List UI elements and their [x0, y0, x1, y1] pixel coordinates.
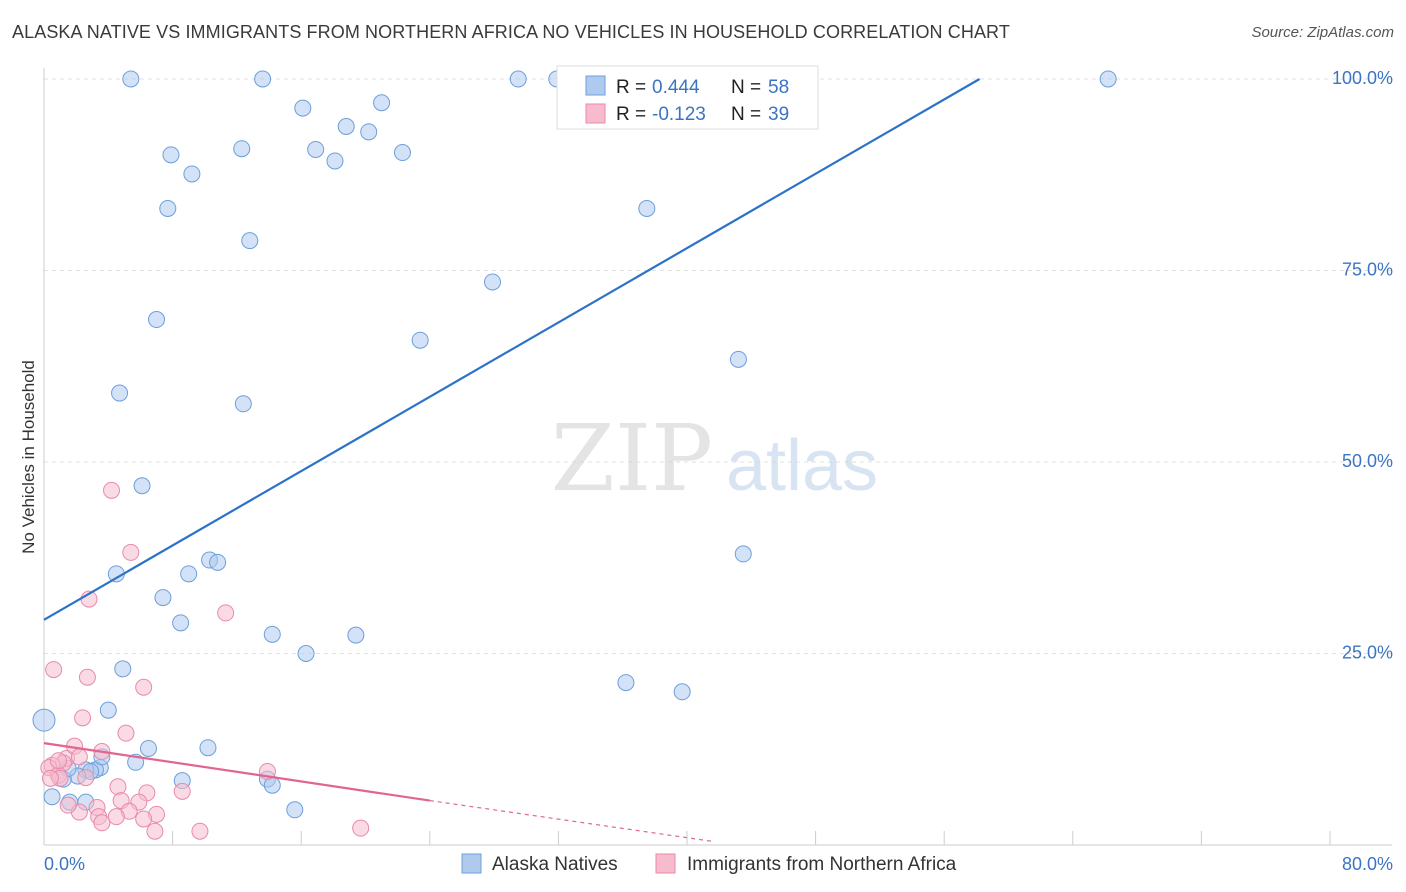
alaska-natives-point: [148, 311, 166, 329]
northern-africa-point: [146, 822, 164, 840]
alaska-natives-point: [411, 331, 429, 349]
alaska-natives-point: [114, 660, 132, 678]
alaska-natives-point: [180, 565, 198, 583]
northern-africa-point: [45, 661, 63, 679]
y-tick-label: 50.0%: [1342, 451, 1393, 471]
northern-africa-point: [70, 748, 88, 766]
stats-n-value-pink: 39: [768, 104, 789, 125]
axis-layer: [43, 68, 1392, 846]
alaska-natives-point: [99, 701, 117, 719]
alaska-natives-point: [122, 70, 140, 88]
alaska-natives-point: [286, 801, 304, 819]
alaska-natives-point: [32, 708, 56, 732]
alaska-natives-point: [307, 140, 325, 158]
stats-r-label-pink: R =: [616, 104, 646, 125]
northern-africa-point: [352, 819, 370, 837]
northern-africa-point: [107, 808, 125, 826]
alaska-natives-point: [617, 674, 635, 692]
watermark: ZIP atlas: [551, 405, 878, 512]
northern-africa-point: [173, 782, 191, 800]
northern-africa-point: [77, 769, 95, 787]
alaska-natives-point: [172, 614, 190, 632]
alaska-natives-trendline: [43, 78, 981, 621]
alaska-natives-point: [233, 140, 251, 158]
alaska-natives-point: [297, 645, 315, 662]
alaska-natives-point: [360, 123, 378, 141]
northern-africa-point: [41, 769, 59, 787]
northern-africa-point: [217, 604, 235, 622]
northern-africa-point: [135, 678, 153, 696]
alaska-natives-point: [509, 70, 527, 88]
alaska-natives-point: [199, 739, 217, 757]
watermark-zip: ZIP: [551, 405, 713, 512]
y-tick-label: 25.0%: [1342, 643, 1393, 663]
stats-n-label-blue: N =: [731, 77, 761, 98]
northern-africa-point: [122, 543, 140, 561]
northern-africa-point: [103, 481, 121, 499]
series-legend: Alaska Natives Immigrants from Northern …: [461, 853, 957, 875]
y-axis-label: No Vehicles in Household: [19, 360, 38, 554]
y-tick-label: 75.0%: [1342, 260, 1393, 280]
alaska-natives-point: [254, 70, 272, 88]
alaska-natives-point: [638, 199, 656, 217]
northern-africa-trendline-extension: [429, 799, 712, 842]
northern-africa-point: [78, 668, 96, 686]
alaska-natives-point: [162, 146, 180, 164]
stats-r-label-blue: R =: [616, 77, 646, 98]
alaska-natives-point: [263, 625, 281, 643]
trend-layer: [43, 78, 981, 842]
alaska-natives-point: [483, 273, 501, 291]
alaska-natives-point: [111, 384, 129, 402]
stats-swatch-pink: [585, 103, 606, 124]
legend-swatch-northern-africa: [655, 853, 676, 874]
alaska-natives-point: [183, 165, 201, 183]
northern-africa-point: [135, 810, 153, 828]
alaska-natives-point: [133, 477, 151, 495]
alaska-natives-point: [43, 788, 61, 806]
stats-r-value-blue: 0.444: [652, 77, 700, 98]
stats-n-value-blue: 58: [768, 77, 789, 98]
stats-r-value-pink: -0.123: [652, 104, 706, 125]
alaska-natives-point: [734, 545, 752, 563]
alaska-natives-point: [729, 350, 747, 368]
legend-label-alaska-natives: Alaska Natives: [492, 854, 618, 875]
source-label: Source: ZipAtlas.com: [1251, 24, 1394, 41]
alaska-natives-point: [241, 232, 259, 250]
x-tick-label-min: 0.0%: [44, 854, 85, 874]
watermark-atlas: atlas: [726, 426, 878, 506]
grid-layer: 25.0% 50.0% 75.0% 100.0%: [44, 68, 1393, 663]
legend-swatch-alaska-natives: [461, 853, 482, 874]
alaska-natives-point: [347, 626, 365, 644]
legend-label-northern-africa: Immigrants from Northern Africa: [687, 854, 957, 875]
alaska-natives-point: [154, 589, 172, 607]
northern-africa-point: [59, 796, 77, 814]
alaska-natives-point: [139, 739, 157, 757]
northern-africa-trendline: [43, 742, 430, 802]
alaska-natives-point: [234, 395, 252, 413]
y-tick-label: 100.0%: [1332, 68, 1393, 88]
northern-africa-point: [117, 724, 135, 742]
alaska-natives-point: [393, 144, 411, 162]
alaska-natives-point: [673, 683, 691, 701]
chart-title: ALASKA NATIVE VS IMMIGRANTS FROM NORTHER…: [12, 22, 1010, 42]
alaska-natives-point: [209, 553, 227, 571]
alaska-natives-point: [337, 117, 355, 135]
northern-africa-point: [74, 709, 92, 727]
alaska-natives-point: [294, 99, 312, 117]
northern-africa-point: [191, 822, 209, 840]
alaska-natives-point: [159, 199, 177, 217]
stats-swatch-blue: [585, 75, 606, 96]
northern-africa-point: [93, 814, 111, 832]
alaska-natives-point: [1099, 70, 1117, 88]
alaska-natives-point: [373, 94, 391, 112]
northern-africa-point: [49, 752, 67, 770]
stats-n-label-pink: N =: [731, 104, 761, 125]
northern-africa-point: [109, 778, 127, 796]
x-tick-label-max: 80.0%: [1342, 854, 1393, 874]
stats-legend: R = 0.444 N = 58 R = -0.123 N = 39: [556, 65, 819, 130]
alaska-natives-point: [326, 152, 344, 170]
